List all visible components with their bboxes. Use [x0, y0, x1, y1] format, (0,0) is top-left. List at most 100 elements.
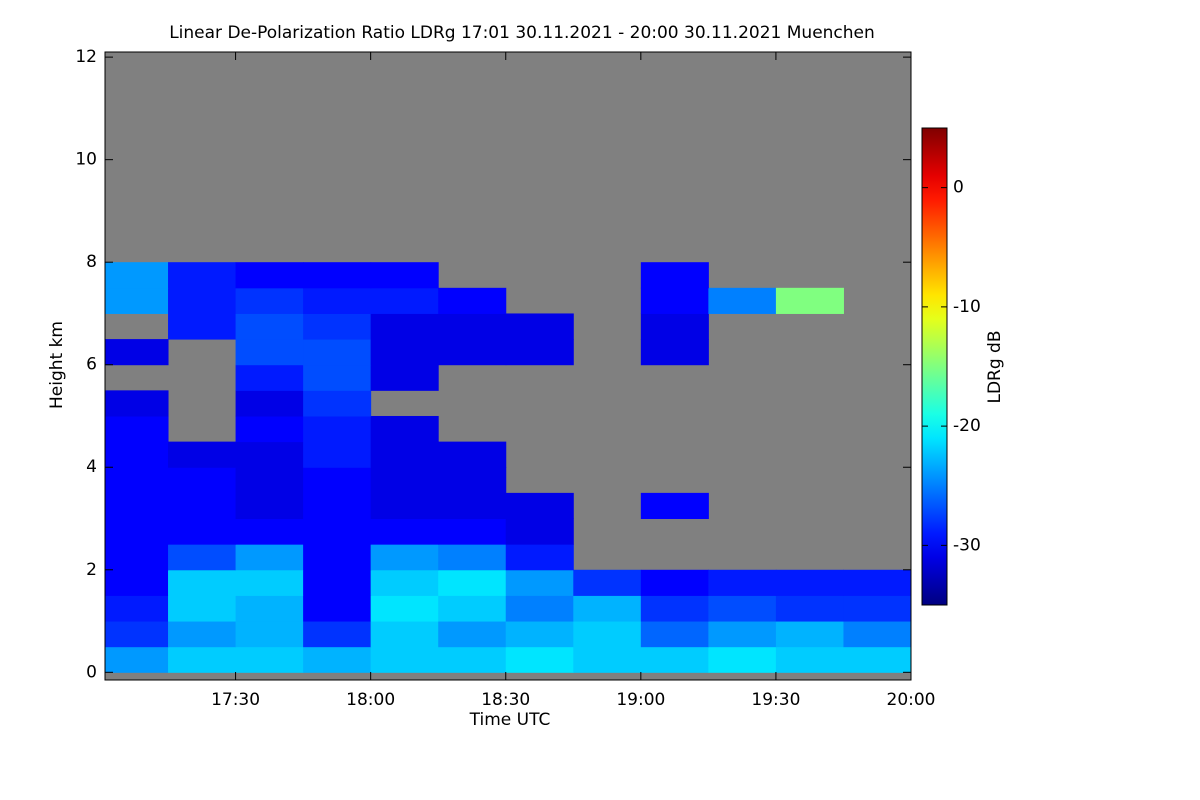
heatmap-cell	[105, 518, 169, 545]
heatmap-cell	[708, 621, 777, 648]
heatmap-cell	[303, 518, 372, 545]
heatmap-cell	[168, 569, 237, 596]
heatmap-cell	[843, 569, 912, 596]
heatmap-cell	[235, 415, 304, 443]
heatmap-cell	[235, 492, 304, 520]
heatmap-cell	[438, 287, 507, 314]
heatmap-cell	[708, 569, 777, 596]
heatmap-cell	[438, 467, 507, 494]
heatmap-cell	[235, 518, 304, 545]
heatmap-cell	[105, 544, 169, 571]
heatmap-cell	[438, 595, 507, 622]
heatmap-cell	[775, 621, 844, 648]
y-tick-label: 6	[86, 355, 97, 375]
heatmap-cell	[505, 492, 574, 520]
heatmap-cell	[438, 569, 507, 596]
heatmap-cell	[573, 621, 642, 648]
heatmap-cell	[168, 467, 237, 494]
heatmap-cell	[303, 339, 372, 366]
heatmap-cell	[303, 569, 372, 596]
heatmap-cell	[235, 339, 304, 366]
heatmap-cell	[303, 313, 372, 340]
heatmap-cell	[708, 287, 777, 314]
heatmap-cell	[168, 313, 237, 340]
heatmap-cell	[105, 569, 169, 596]
heatmap-cell	[640, 569, 709, 596]
heatmap-cell	[235, 364, 304, 391]
heatmap-cell	[573, 646, 642, 673]
heatmap-cell	[505, 518, 574, 545]
heatmap-cell	[775, 287, 844, 314]
heatmap-cell	[105, 287, 169, 314]
heatmap-cell	[438, 492, 507, 520]
heatmap-cell	[370, 569, 439, 596]
heatmap-cell	[168, 544, 237, 571]
heatmap-cell	[168, 492, 237, 520]
heatmap-cell	[105, 390, 169, 417]
heatmap-cell	[640, 595, 709, 622]
heatmap-cell	[168, 595, 237, 622]
heatmap-cell	[370, 492, 439, 520]
heatmap-cell	[105, 646, 169, 673]
heatmap-cell	[438, 621, 507, 648]
heatmap-cell	[438, 544, 507, 571]
heatmap-cell	[235, 595, 304, 622]
x-tick-label: 18:00	[346, 690, 395, 710]
y-tick-label: 10	[75, 150, 97, 170]
heatmap-cell	[843, 621, 912, 648]
heatmap-cell	[235, 262, 304, 289]
y-tick-label: 12	[75, 47, 97, 67]
heatmap-cell	[843, 595, 912, 622]
heatmap-cell	[505, 569, 574, 596]
y-tick-label: 8	[86, 252, 97, 272]
heatmap-cell	[438, 646, 507, 673]
y-tick-label: 4	[86, 457, 97, 477]
heatmap-cell	[438, 313, 507, 340]
heatmap-cell	[105, 621, 169, 648]
x-tick-label: 20:00	[887, 690, 936, 710]
heatmap-cell	[505, 313, 574, 340]
heatmap-cell	[303, 441, 372, 468]
heatmap-cell	[303, 415, 372, 443]
heatmap-cell	[640, 646, 709, 673]
heatmap-cell	[573, 569, 642, 596]
heatmap-cell	[708, 646, 777, 673]
x-tick-label: 18:30	[481, 690, 530, 710]
colorbar-tick-label: -10	[953, 297, 981, 317]
heatmap-cell	[640, 621, 709, 648]
heatmap-cell	[303, 287, 372, 314]
heatmap-cell	[235, 467, 304, 494]
heatmap-cell	[168, 518, 237, 545]
x-tick-label: 19:00	[616, 690, 665, 710]
heatmap-cell	[303, 595, 372, 622]
heatmap-cell	[303, 646, 372, 673]
heatmap-cell	[438, 518, 507, 545]
heatmap-cell	[370, 467, 439, 494]
colorbar-tick-label: 0	[953, 178, 964, 198]
heatmap-cell	[303, 544, 372, 571]
heatmap-cell	[505, 544, 574, 571]
heatmap-cell	[235, 569, 304, 596]
heatmap-cell	[105, 595, 169, 622]
heatmap-cell	[370, 595, 439, 622]
chart-title: Linear De-Polarization Ratio LDRg 17:01 …	[169, 23, 875, 43]
heatmap-cell	[303, 390, 372, 417]
heatmap-cell	[235, 390, 304, 417]
heatmap-cell	[640, 492, 709, 520]
heatmap-cell	[708, 595, 777, 622]
heatmap-cell	[303, 467, 372, 494]
heatmap-cell	[573, 595, 642, 622]
heatmap-cell	[370, 287, 439, 314]
heatmap-cell	[235, 646, 304, 673]
colorbar	[921, 127, 948, 606]
heatmap-cell	[168, 621, 237, 648]
heatmap-cell	[640, 287, 709, 314]
heatmap-cell	[370, 415, 439, 443]
heatmap-cell	[235, 544, 304, 571]
heatmap-cell	[370, 544, 439, 571]
heatmap-cell	[303, 492, 372, 520]
x-axis-label: Time UTC	[469, 710, 551, 730]
colorbar-label: LDRg dB	[985, 330, 1005, 403]
heatmap-cell	[105, 492, 169, 520]
